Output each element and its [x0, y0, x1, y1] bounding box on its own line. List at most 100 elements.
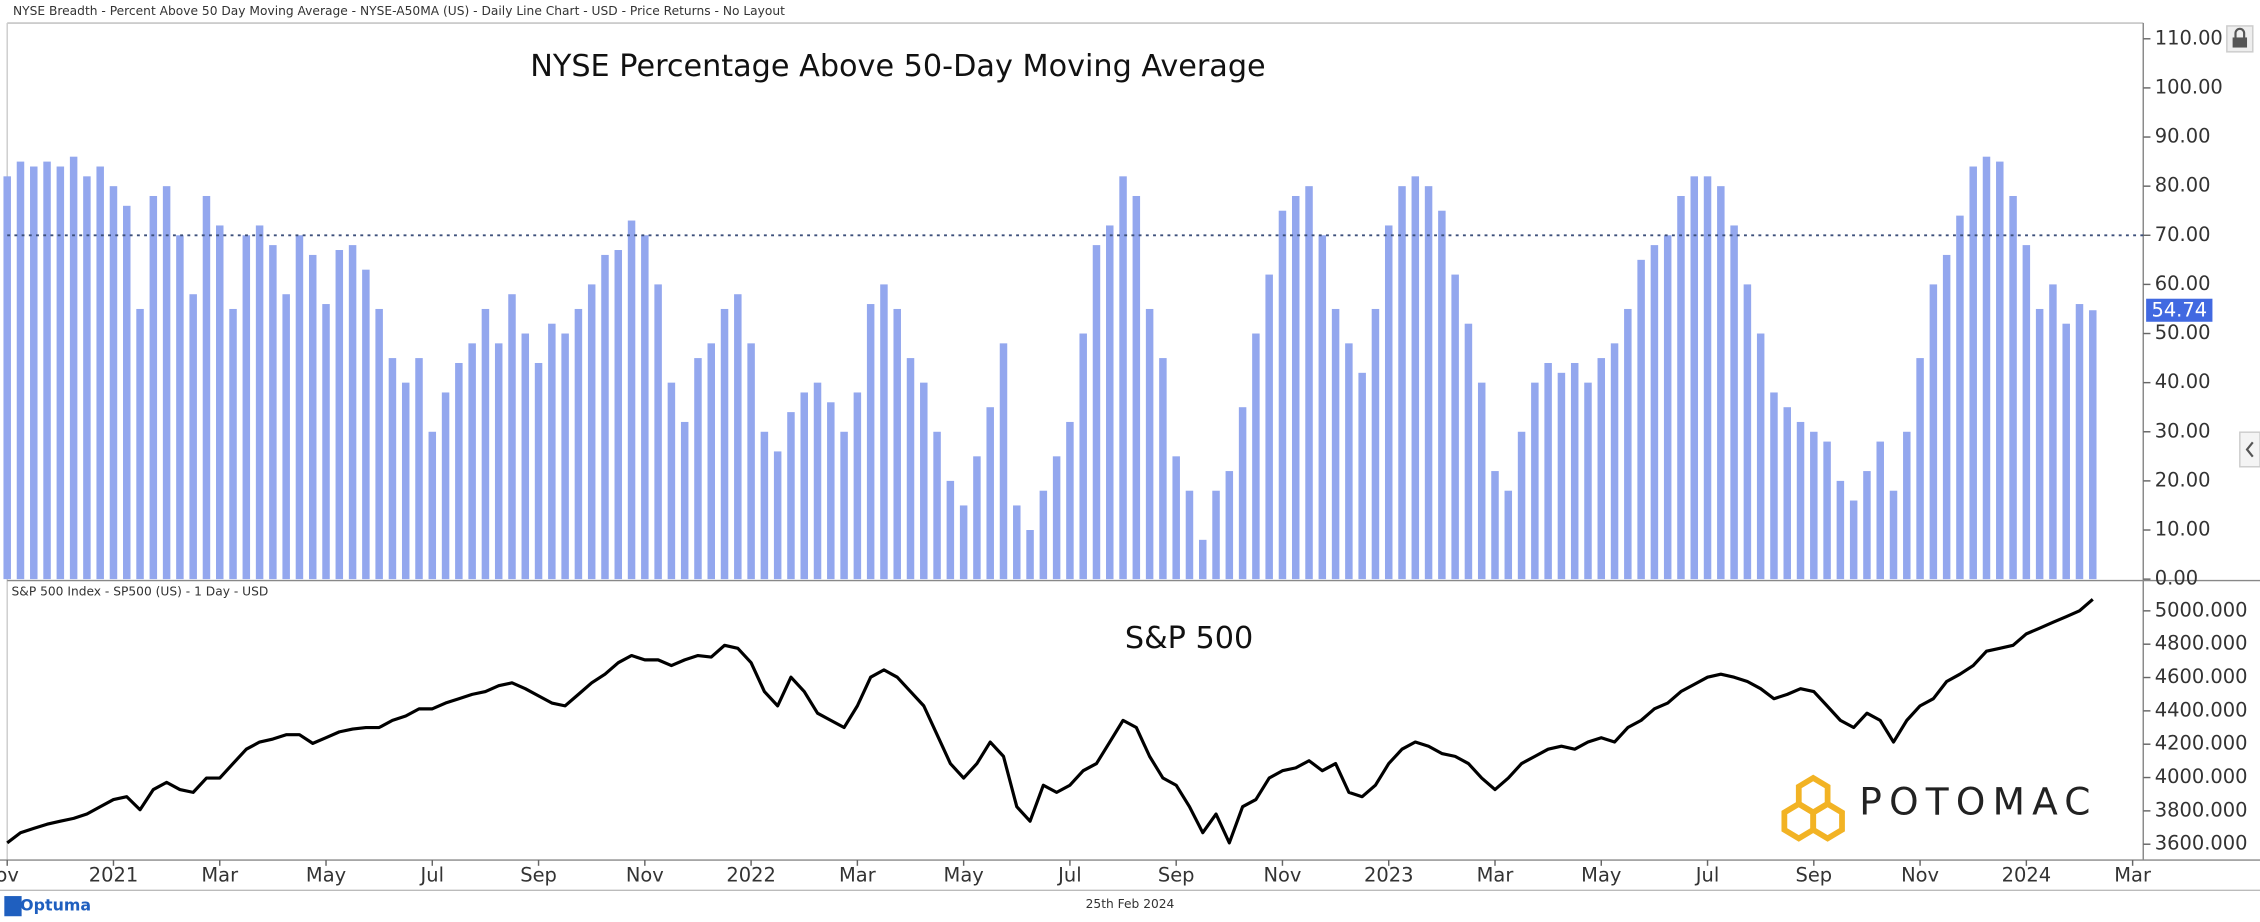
y-tick-label: 30.00 — [2155, 419, 2211, 442]
bar — [2049, 284, 2057, 580]
brand: Optuma — [20, 896, 91, 915]
x-tick-label: May — [1581, 863, 1621, 886]
bar — [986, 407, 994, 580]
last-value-label: 54.74 — [2151, 298, 2207, 321]
y-tick-label: 3600.000 — [2155, 832, 2248, 855]
line — [6, 598, 2094, 845]
x-tick-label: Sep — [520, 863, 557, 886]
bar — [1982, 156, 1991, 580]
x-tick-label: Nov — [1263, 863, 1301, 886]
chart-source: NYSE Breadth - Percent Above 50 Day Movi… — [13, 4, 785, 18]
x-tick-label: May — [944, 863, 984, 886]
y-tick-label: 110.00 — [2155, 26, 2223, 49]
bar — [1252, 333, 1260, 580]
bar — [853, 392, 862, 580]
bar — [1610, 343, 1619, 580]
bar — [1783, 407, 1791, 580]
y-tick-label: 20.00 — [2155, 468, 2211, 491]
bar — [202, 195, 211, 580]
bar — [587, 284, 596, 580]
x-tick-label: 2022 — [726, 863, 775, 886]
bar — [1677, 195, 1685, 580]
bar — [136, 308, 144, 580]
bar — [308, 254, 317, 580]
bar — [1199, 539, 1207, 580]
y-tick-label: 4400.000 — [2155, 698, 2248, 721]
bar — [1531, 382, 1539, 580]
bar — [1265, 274, 1273, 580]
x-tick-label: Nov — [1901, 863, 1939, 886]
y-tick-label: 70.00 — [2155, 223, 2211, 246]
y-tick-label: 80.00 — [2155, 174, 2211, 197]
bar — [1212, 490, 1220, 580]
y-tick-label: 5000.000 — [2155, 598, 2248, 621]
bar — [1889, 490, 1898, 580]
bar — [1916, 358, 1924, 580]
bar — [1278, 210, 1287, 580]
y-tick-label: 60.00 — [2155, 272, 2211, 295]
bar — [800, 392, 808, 580]
bar — [641, 235, 649, 580]
bar — [56, 166, 65, 580]
bar — [401, 382, 410, 580]
bar — [959, 505, 968, 580]
bar — [1331, 308, 1340, 580]
x-tick-label: Mar — [1477, 863, 1514, 886]
collapse-arrow[interactable] — [2239, 431, 2260, 468]
bar — [906, 358, 915, 580]
x-tick-label: Sep — [1795, 863, 1832, 886]
bar — [415, 358, 423, 580]
bar — [1584, 382, 1592, 580]
bar — [1318, 235, 1327, 580]
bar — [1823, 441, 1831, 580]
bar — [840, 431, 848, 580]
bar — [481, 308, 490, 580]
bar — [1172, 456, 1180, 580]
bar — [1132, 195, 1141, 580]
bar — [1849, 500, 1858, 580]
y-tick-label: 3800.000 — [2155, 798, 2248, 821]
bar — [269, 245, 277, 580]
chart-source: S&P 500 Index - SP500 (US) - 1 Day - USD — [12, 585, 269, 599]
bar — [1730, 225, 1738, 580]
bar — [348, 245, 357, 580]
x-tick-label: 2024 — [2002, 863, 2051, 886]
bar — [1637, 259, 1645, 580]
bar — [3, 176, 11, 580]
bar — [508, 294, 516, 580]
bar — [1863, 471, 1871, 580]
bar — [973, 456, 981, 580]
bar — [787, 412, 795, 580]
bar — [1517, 431, 1526, 580]
bar — [216, 225, 224, 580]
bar — [920, 382, 928, 580]
bar — [1969, 166, 1977, 580]
bar — [1491, 471, 1499, 580]
bar — [1570, 362, 1579, 580]
bar — [1291, 195, 1300, 580]
x-tick-label: 2023 — [1364, 863, 1413, 886]
bar — [734, 294, 742, 580]
bar — [1345, 343, 1353, 580]
bar — [1185, 490, 1194, 580]
bar — [773, 451, 782, 580]
bar — [1238, 407, 1247, 580]
bar — [335, 250, 344, 580]
bar — [1597, 358, 1606, 580]
bar — [760, 431, 769, 580]
bar — [83, 176, 91, 580]
bar — [362, 269, 370, 580]
x-tick-label: May — [306, 863, 346, 886]
x-tick-label: Jul — [1057, 863, 1081, 886]
bar — [548, 323, 556, 580]
bar — [813, 382, 822, 580]
bar — [1903, 431, 1911, 580]
bar — [1411, 176, 1420, 580]
lock-icon[interactable] — [2226, 25, 2254, 53]
bar — [1013, 505, 1021, 580]
bar — [441, 392, 450, 580]
y-tick-label: 10.00 — [2155, 518, 2211, 541]
bar — [1119, 176, 1127, 580]
